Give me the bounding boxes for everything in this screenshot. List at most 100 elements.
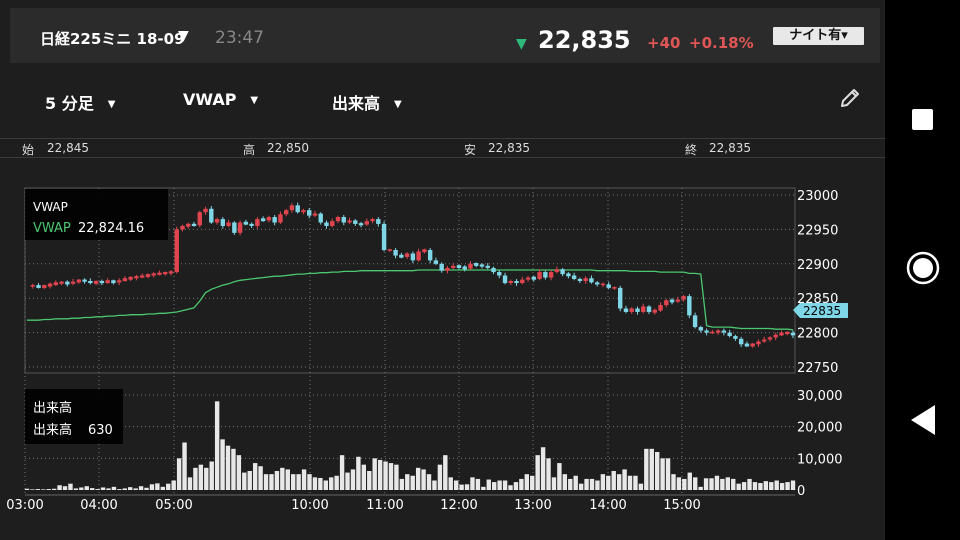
volume-bar bbox=[263, 474, 269, 490]
candle-body bbox=[180, 225, 185, 230]
candle-body bbox=[479, 264, 485, 267]
volume-bar bbox=[486, 479, 491, 490]
candle-body bbox=[128, 276, 133, 280]
candle-body bbox=[335, 217, 341, 222]
volume-bar bbox=[198, 464, 204, 490]
indicator-select[interactable]: VWAP ▼ bbox=[183, 90, 258, 109]
last-price-label: 22835 bbox=[803, 304, 841, 318]
volume-bar bbox=[361, 464, 367, 490]
back-icon[interactable] bbox=[911, 405, 935, 435]
volume-bar bbox=[421, 469, 426, 490]
volume-legend-value: 630 bbox=[88, 423, 113, 438]
volume-bar bbox=[741, 482, 747, 490]
volume-bar bbox=[79, 487, 84, 490]
volume-bar bbox=[703, 478, 709, 490]
price-legend-title: VWAP bbox=[33, 200, 68, 214]
candle-body bbox=[105, 280, 110, 284]
candle-body bbox=[450, 265, 456, 268]
symbol-name[interactable]: 日経225ミニ 18-09 bbox=[40, 30, 185, 48]
candle-body bbox=[762, 339, 767, 342]
volume-bar bbox=[285, 469, 290, 490]
volume-bar bbox=[252, 463, 258, 490]
volume-bar bbox=[426, 474, 432, 490]
home-icon[interactable] bbox=[906, 251, 940, 285]
candle-body bbox=[652, 309, 657, 313]
volume-bar bbox=[89, 488, 95, 490]
x-tick-label: 14:00 bbox=[589, 498, 626, 513]
volume-bar bbox=[616, 474, 622, 490]
volume-bar bbox=[100, 487, 106, 490]
axis-labels: 03:00 04:00 05:00 10:00 11:00 12:00 13:00 14:00… bbox=[6, 189, 842, 513]
volume-bar bbox=[464, 484, 470, 490]
volume-bar bbox=[269, 474, 274, 490]
volume-bar bbox=[709, 478, 714, 490]
x-tick-label: 11:00 bbox=[366, 498, 403, 513]
candle-body bbox=[779, 332, 784, 336]
candle-body bbox=[704, 330, 709, 333]
candle-body bbox=[134, 276, 139, 279]
candle-body bbox=[260, 218, 266, 222]
volume-bar bbox=[122, 488, 127, 490]
candle-body bbox=[427, 250, 433, 261]
candle-body bbox=[612, 287, 617, 289]
volume-bar bbox=[24, 488, 30, 490]
symbol-dropdown-icon[interactable]: ▼ bbox=[178, 28, 189, 44]
volume-legend-title: 出来高 bbox=[33, 400, 72, 416]
pencil-icon[interactable] bbox=[838, 86, 862, 110]
candle-body bbox=[214, 219, 220, 223]
volume-bar bbox=[459, 484, 464, 490]
candle-body bbox=[307, 210, 312, 216]
candle-body bbox=[520, 279, 525, 284]
price-volume-chart[interactable]: 03:00 04:00 05:00 10:00 11:00 12:00 13:00 14:00… bbox=[0, 157, 885, 540]
subchart-select[interactable]: 出来高 ▼ bbox=[332, 90, 402, 114]
recent-apps-icon[interactable] bbox=[912, 109, 934, 131]
candle-body bbox=[646, 306, 652, 312]
price-legend: VWAP VWAP 22,824.16 bbox=[25, 189, 168, 240]
candle-body bbox=[399, 254, 404, 258]
vwap-line bbox=[27, 269, 794, 331]
volume-bar bbox=[530, 475, 535, 490]
candle-body bbox=[635, 308, 640, 312]
night-session-button[interactable]: ナイト有▾ bbox=[773, 27, 864, 45]
candle-body bbox=[42, 285, 47, 288]
volume-tick-label: 0 bbox=[797, 484, 805, 499]
indicator-label: VWAP bbox=[183, 90, 237, 109]
candle-body bbox=[370, 219, 375, 222]
volume-bar bbox=[606, 475, 611, 490]
volume-bar bbox=[627, 475, 633, 490]
candle-body bbox=[232, 222, 237, 233]
candle-body bbox=[623, 308, 629, 312]
candle-body bbox=[47, 283, 53, 287]
candle-body bbox=[59, 281, 64, 284]
volume-bar bbox=[301, 469, 307, 490]
volume-bar bbox=[95, 489, 100, 490]
subchart-label: 出来高 bbox=[332, 94, 381, 113]
candle-body bbox=[485, 265, 490, 268]
volume-bar bbox=[644, 448, 649, 490]
candle-body bbox=[537, 272, 542, 279]
candle-body bbox=[658, 305, 663, 311]
volume-bar bbox=[698, 486, 703, 490]
candle-body bbox=[122, 278, 128, 282]
candle-body bbox=[266, 217, 272, 221]
candle-body bbox=[53, 282, 58, 286]
interval-select[interactable]: 5 分足 ▼ bbox=[45, 90, 115, 114]
volume-bar bbox=[720, 478, 725, 490]
volume-bar bbox=[687, 472, 692, 490]
low-label: 安 bbox=[464, 143, 477, 157]
candle-body bbox=[209, 208, 214, 223]
volume-legend-label: 出来高 bbox=[33, 422, 72, 438]
volume-bar bbox=[638, 483, 644, 490]
volume-bar bbox=[405, 474, 410, 490]
candle-body bbox=[353, 220, 358, 224]
candle-body bbox=[243, 221, 249, 225]
x-tick-label: 04:00 bbox=[80, 498, 117, 513]
interval-label: 5 分足 bbox=[45, 94, 94, 113]
volume-bar bbox=[280, 467, 285, 490]
volume-bar bbox=[117, 489, 122, 490]
candle-body bbox=[692, 315, 698, 328]
volume-bar bbox=[84, 486, 89, 490]
volume-bar bbox=[383, 461, 388, 490]
volume-bar bbox=[649, 448, 654, 490]
volume-bar bbox=[676, 477, 682, 490]
